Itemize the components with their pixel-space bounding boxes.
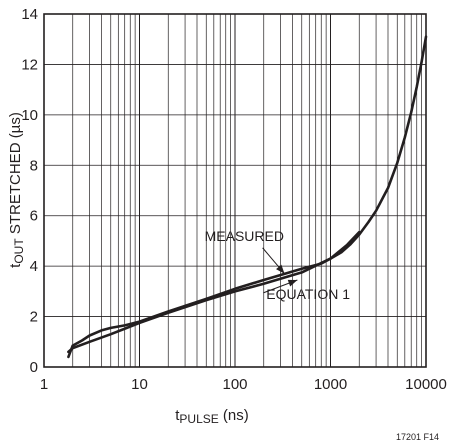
x-axis-label: tPULSE (ns) (175, 407, 249, 426)
y-tick-label: 14 (21, 6, 38, 23)
x-tick-label: 10 (131, 376, 148, 393)
grid (44, 14, 426, 367)
equation-arrowhead (287, 279, 298, 287)
y-tick-label: 10 (21, 107, 38, 124)
x-tick-label: 10000 (405, 376, 447, 393)
plot-frame (43, 13, 427, 368)
x-axis-label-main: t (175, 407, 180, 424)
y-tick-label: 0 (30, 359, 38, 376)
x-axis-label-unit: (ns) (219, 407, 249, 424)
x-tick-label: 1000 (314, 376, 347, 393)
tick-labels: 1 10 100 1000 10000 0 2 4 6 8 10 12 14 (21, 6, 447, 393)
y-tick-label: 2 (30, 309, 38, 326)
series-measured-line (67, 35, 428, 359)
annotation-equation-1: EQUATION 1 (266, 286, 350, 302)
x-tick-label: 100 (222, 376, 247, 393)
series-equation-1-line (67, 230, 361, 354)
y-axis-label-subscript: OUT (12, 238, 26, 264)
annotation-measured: MEASURED (205, 228, 284, 244)
series-layer (67, 35, 428, 359)
y-axis-label-main: t (7, 263, 24, 268)
y-axis-label: tOUT STRETCHED (µs) (7, 112, 26, 268)
x-tick-label: 1 (40, 376, 48, 393)
y-axis-label-rest: STRETCHED (µs) (7, 112, 24, 238)
figure-id: 17201 F14 (396, 432, 439, 442)
y-tick-label: 12 (21, 56, 38, 73)
y-tick-label: 8 (30, 157, 38, 174)
y-tick-label: 6 (30, 208, 38, 225)
y-tick-label: 4 (30, 258, 38, 275)
x-axis-label-subscript: PULSE (179, 412, 218, 426)
measured-arrowhead (276, 264, 285, 274)
